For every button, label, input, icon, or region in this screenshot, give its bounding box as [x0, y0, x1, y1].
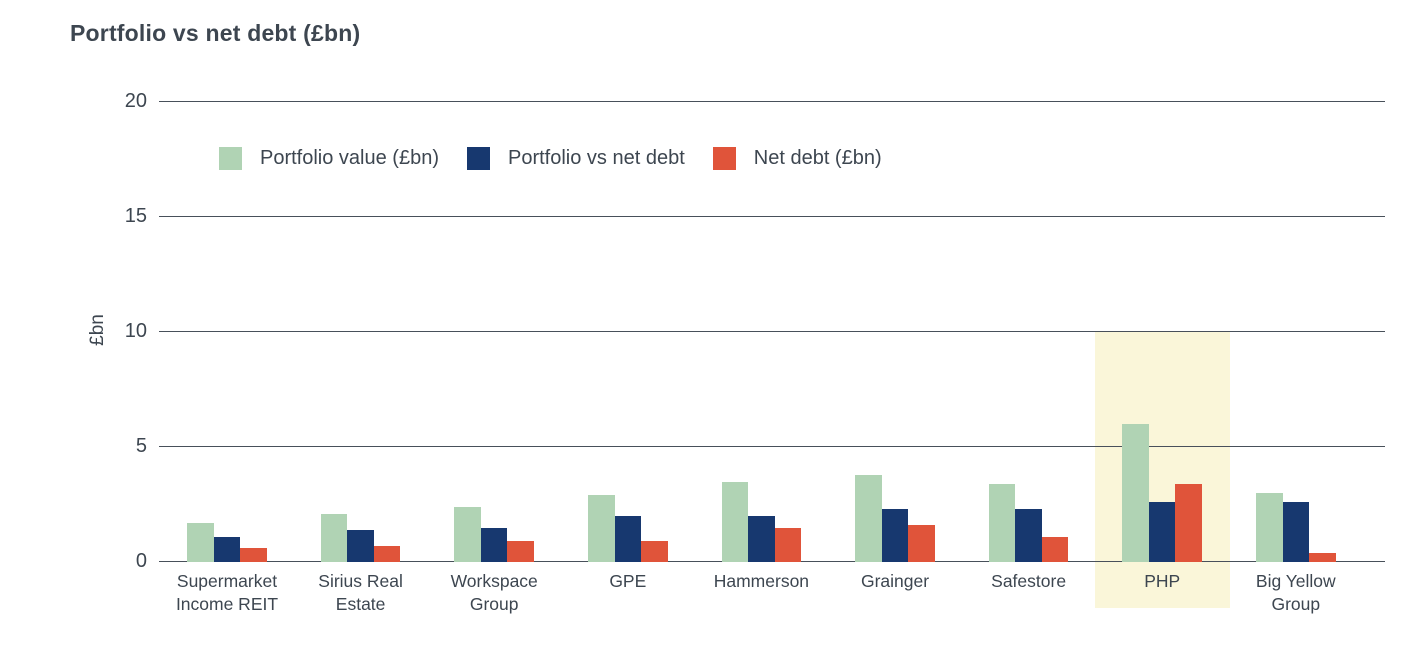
- bar-group: [187, 522, 267, 562]
- bar-group: [988, 483, 1069, 562]
- bar-net-debt-bn-: [373, 545, 401, 562]
- category-label: Supermarket Income REIT: [175, 571, 279, 615]
- y-tick-label: 10: [124, 320, 147, 342]
- legend-item: Portfolio vs net debt: [466, 147, 685, 170]
- highlight-band: [1094, 332, 1230, 608]
- bar-group: [1256, 493, 1336, 562]
- bar-group: [855, 474, 935, 562]
- bar-net-debt-bn-: [1175, 483, 1202, 562]
- bar-net-debt-bn-: [908, 525, 935, 562]
- legend: Portfolio value (£bn) Portfolio vs net de…: [219, 147, 882, 170]
- gridline: [159, 446, 1385, 447]
- bar-portfolio-vs-net-debt: [213, 536, 241, 562]
- y-tick-label: 5: [135, 435, 147, 457]
- bar-net-debt-bn-: [774, 527, 802, 562]
- bar-portfolio-vs-net-debt: [881, 509, 909, 562]
- bar-net-debt-bn-: [1309, 552, 1336, 562]
- bar-portfolio-value-bn-: [320, 513, 348, 562]
- bar-net-debt-bn-: [240, 548, 267, 562]
- bar-portfolio-value-bn-: [454, 506, 481, 562]
- bar-portfolio-vs-net-debt: [614, 516, 642, 562]
- category-label: Grainger: [860, 571, 930, 591]
- legend-label: Portfolio vs net debt: [507, 147, 685, 169]
- legend-swatch: [712, 147, 736, 170]
- y-tick-label: 0: [135, 550, 147, 572]
- legend-label: Portfolio value (£bn): [260, 147, 439, 169]
- category-label: Workspace Group: [450, 571, 538, 615]
- bar-group: [588, 495, 668, 562]
- bar-portfolio-vs-net-debt: [347, 529, 374, 562]
- y-tick-label: 15: [124, 205, 147, 227]
- bar-net-debt-bn-: [641, 541, 668, 562]
- bar-portfolio-vs-net-debt: [1282, 502, 1310, 562]
- category-label: Sirius Real Estate: [318, 571, 403, 615]
- bar-portfolio-value-bn-: [1256, 493, 1283, 562]
- chart-title: Portfolio vs net debt (£bn): [70, 20, 361, 46]
- bar-portfolio-vs-net-debt: [1148, 502, 1176, 562]
- legend-label: Net debt (£bn): [753, 147, 882, 169]
- bar-portfolio-value-bn-: [187, 522, 214, 562]
- bar-group: [721, 481, 802, 562]
- bar-portfolio-value-bn-: [721, 481, 749, 562]
- bar-net-debt-bn-: [507, 541, 534, 562]
- category-label: PHP: [1144, 571, 1181, 591]
- bar-portfolio-vs-net-debt: [1015, 509, 1042, 562]
- bar-portfolio-value-bn-: [988, 483, 1016, 562]
- category-label: Safestore: [991, 571, 1067, 591]
- y-tick-label: 20: [124, 90, 147, 112]
- gridline: [159, 331, 1385, 332]
- bar-portfolio-value-bn-: [1122, 424, 1149, 562]
- bar-portfolio-vs-net-debt: [480, 527, 508, 562]
- legend-item: Net debt (£bn): [712, 147, 882, 170]
- bar-portfolio-value-bn-: [855, 474, 882, 562]
- gridline: [159, 101, 1385, 102]
- plot-area: 0 5 10 15 20 Supermarket Income REIT Sirius Re…: [125, 90, 1385, 614]
- bar-group: [320, 513, 401, 562]
- legend-item: Portfolio value (£bn): [219, 147, 439, 170]
- category-label: Hammerson: [713, 571, 810, 591]
- category-label: Big Yellow Group: [1255, 571, 1336, 615]
- category-label: GPE: [609, 571, 647, 591]
- legend-swatch: [219, 147, 242, 170]
- bar-group: [1122, 424, 1202, 562]
- legend-swatch: [466, 147, 490, 170]
- bar-net-debt-bn-: [1041, 536, 1069, 562]
- bar-portfolio-value-bn-: [588, 495, 615, 562]
- bar-group: [454, 506, 534, 562]
- bar-portfolio-vs-net-debt: [748, 516, 775, 562]
- gridline: [159, 216, 1385, 217]
